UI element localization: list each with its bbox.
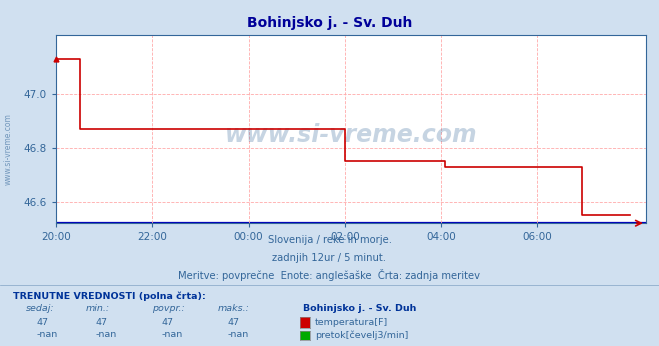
Text: www.si-vreme.com: www.si-vreme.com [3,113,13,185]
Text: 47: 47 [36,318,48,327]
Text: -nan: -nan [96,330,117,339]
Text: 47: 47 [227,318,239,327]
Text: min.:: min.: [86,304,110,313]
Text: Meritve: povprečne  Enote: anglešaške  Črta: zadnja meritev: Meritve: povprečne Enote: anglešaške Črt… [179,269,480,281]
Text: 47: 47 [161,318,173,327]
Text: -nan: -nan [36,330,57,339]
Text: -nan: -nan [161,330,183,339]
Text: pretok[čevelj3/min]: pretok[čevelj3/min] [315,330,409,340]
Text: TRENUTNE VREDNOSTI (polna črta):: TRENUTNE VREDNOSTI (polna črta): [13,291,206,301]
Text: maks.:: maks.: [217,304,249,313]
Text: Slovenija / reke in morje.: Slovenija / reke in morje. [268,236,391,245]
Text: 47: 47 [96,318,107,327]
Text: www.si-vreme.com: www.si-vreme.com [225,122,477,147]
Text: Bohinjsko j. - Sv. Duh: Bohinjsko j. - Sv. Duh [303,304,416,313]
Text: Bohinjsko j. - Sv. Duh: Bohinjsko j. - Sv. Duh [247,16,412,29]
Text: povpr.:: povpr.: [152,304,185,313]
Text: temperatura[F]: temperatura[F] [315,318,388,327]
Text: zadnjih 12ur / 5 minut.: zadnjih 12ur / 5 minut. [273,253,386,263]
Text: sedaj:: sedaj: [26,304,55,313]
Text: -nan: -nan [227,330,248,339]
